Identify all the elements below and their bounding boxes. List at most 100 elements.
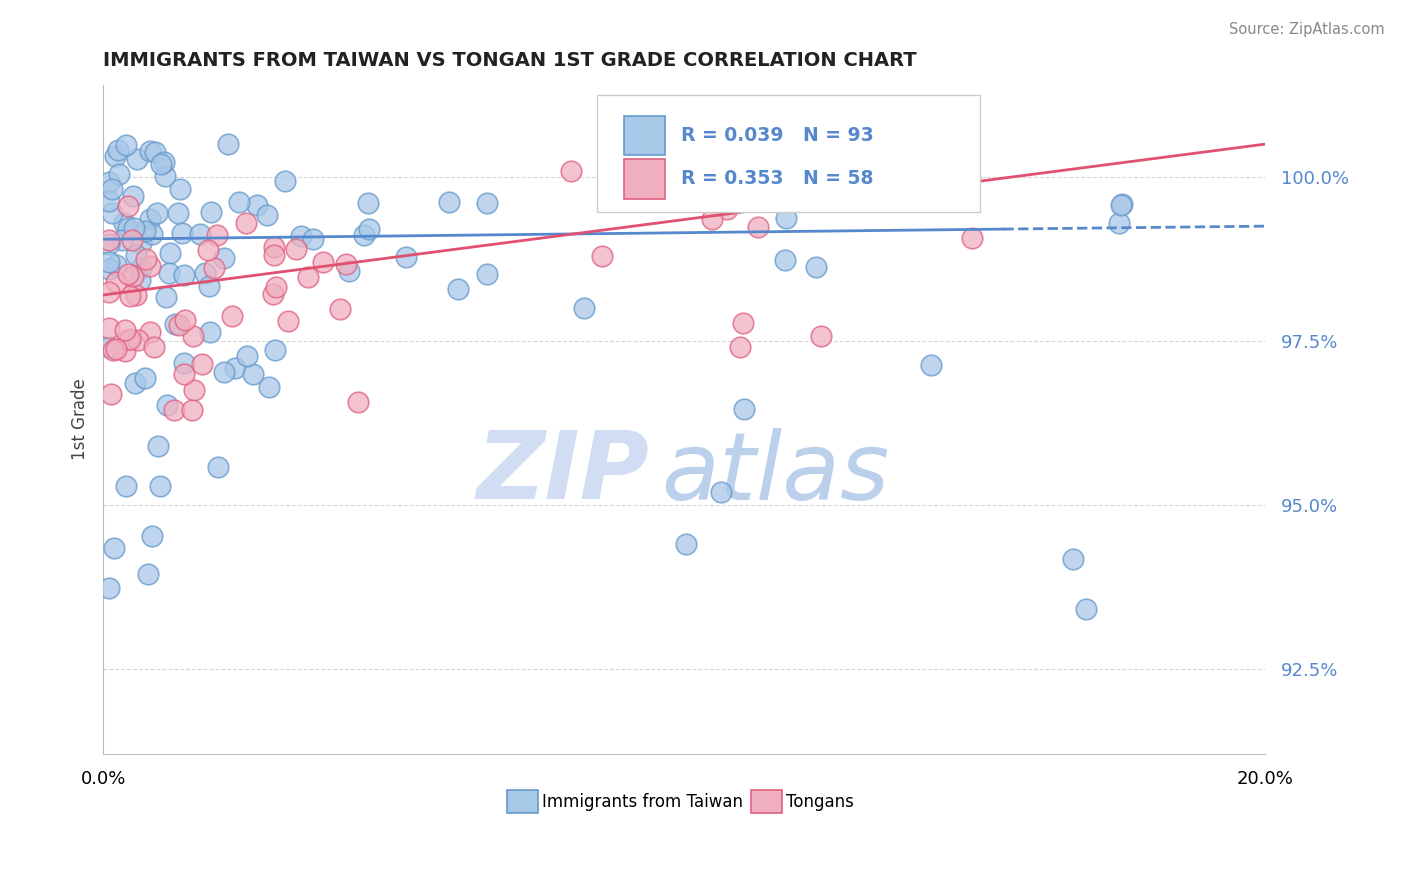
Point <box>228 195 250 210</box>
Point <box>198 278 221 293</box>
Point <box>97 321 120 335</box>
Point <box>118 289 141 303</box>
Point <box>297 270 319 285</box>
Point <box>117 220 139 235</box>
Point <box>112 216 135 230</box>
Point <box>125 288 148 302</box>
Point <box>97 285 120 300</box>
Point <box>153 155 176 169</box>
Point <box>851 174 873 188</box>
Point <box>97 581 120 595</box>
Point <box>183 383 205 397</box>
Point <box>97 261 120 276</box>
Point <box>115 479 138 493</box>
FancyBboxPatch shape <box>598 95 980 212</box>
Point <box>134 224 156 238</box>
Text: R = 0.353   N = 58: R = 0.353 N = 58 <box>681 169 873 188</box>
Point <box>108 167 131 181</box>
Point <box>138 567 160 582</box>
Point <box>129 261 152 276</box>
Point <box>104 343 127 357</box>
Point <box>353 227 375 242</box>
Point <box>207 228 229 243</box>
Point <box>200 205 222 219</box>
Point <box>97 339 120 353</box>
Point <box>447 282 470 296</box>
Point <box>97 236 120 251</box>
Point <box>121 268 143 283</box>
Point <box>149 479 172 493</box>
Point <box>122 189 145 203</box>
Point <box>747 219 769 234</box>
Point <box>262 286 284 301</box>
Point <box>166 206 188 220</box>
Point <box>264 280 287 294</box>
Point <box>1108 216 1130 230</box>
Point <box>1076 601 1098 615</box>
Point <box>273 174 295 188</box>
Point <box>101 206 124 220</box>
Point <box>191 357 214 371</box>
Point <box>246 198 269 212</box>
Point <box>146 206 169 220</box>
Point <box>125 152 148 166</box>
Point <box>103 343 125 357</box>
Point <box>591 249 613 263</box>
Point <box>170 226 193 240</box>
Point <box>146 439 169 453</box>
Point <box>357 196 380 211</box>
Point <box>1111 197 1133 211</box>
Point <box>475 196 498 211</box>
Point <box>259 380 281 394</box>
Point <box>114 344 136 359</box>
Point <box>173 356 195 370</box>
Point <box>733 401 755 416</box>
Point <box>198 326 221 340</box>
Point <box>312 255 335 269</box>
Point <box>1062 552 1084 566</box>
Point <box>98 194 121 208</box>
Point <box>173 368 195 382</box>
Y-axis label: 1st Grade: 1st Grade <box>72 379 89 460</box>
Point <box>143 145 166 159</box>
Point <box>217 136 239 151</box>
Point <box>104 258 127 272</box>
Point <box>97 233 120 247</box>
Point <box>263 248 285 262</box>
Text: IMMIGRANTS FROM TAIWAN VS TONGAN 1ST GRADE CORRELATION CHART: IMMIGRANTS FROM TAIWAN VS TONGAN 1ST GRA… <box>103 51 917 70</box>
Point <box>139 259 162 273</box>
Point <box>173 312 195 326</box>
Point <box>224 361 246 376</box>
Point <box>181 329 204 343</box>
Point <box>169 318 191 332</box>
Point <box>357 222 380 236</box>
FancyBboxPatch shape <box>508 790 537 813</box>
Point <box>197 243 219 257</box>
Point <box>141 227 163 241</box>
Point <box>111 233 134 247</box>
Point <box>1109 197 1132 211</box>
Point <box>810 329 832 343</box>
Point <box>810 139 832 153</box>
Point <box>155 290 177 304</box>
Point <box>118 332 141 346</box>
Point <box>131 235 153 250</box>
Point <box>264 343 287 357</box>
Point <box>124 376 146 391</box>
Point <box>100 387 122 401</box>
Point <box>212 365 235 379</box>
Text: Tongans: Tongans <box>786 793 853 811</box>
Point <box>141 528 163 542</box>
Point <box>104 275 127 289</box>
Point <box>165 317 187 331</box>
Point <box>329 302 352 317</box>
Point <box>335 257 357 271</box>
Point <box>163 402 186 417</box>
Point <box>277 314 299 328</box>
Point <box>107 143 129 157</box>
Text: Source: ZipAtlas.com: Source: ZipAtlas.com <box>1229 22 1385 37</box>
Point <box>115 138 138 153</box>
Point <box>302 231 325 245</box>
Point <box>709 484 731 499</box>
Point <box>207 460 229 475</box>
